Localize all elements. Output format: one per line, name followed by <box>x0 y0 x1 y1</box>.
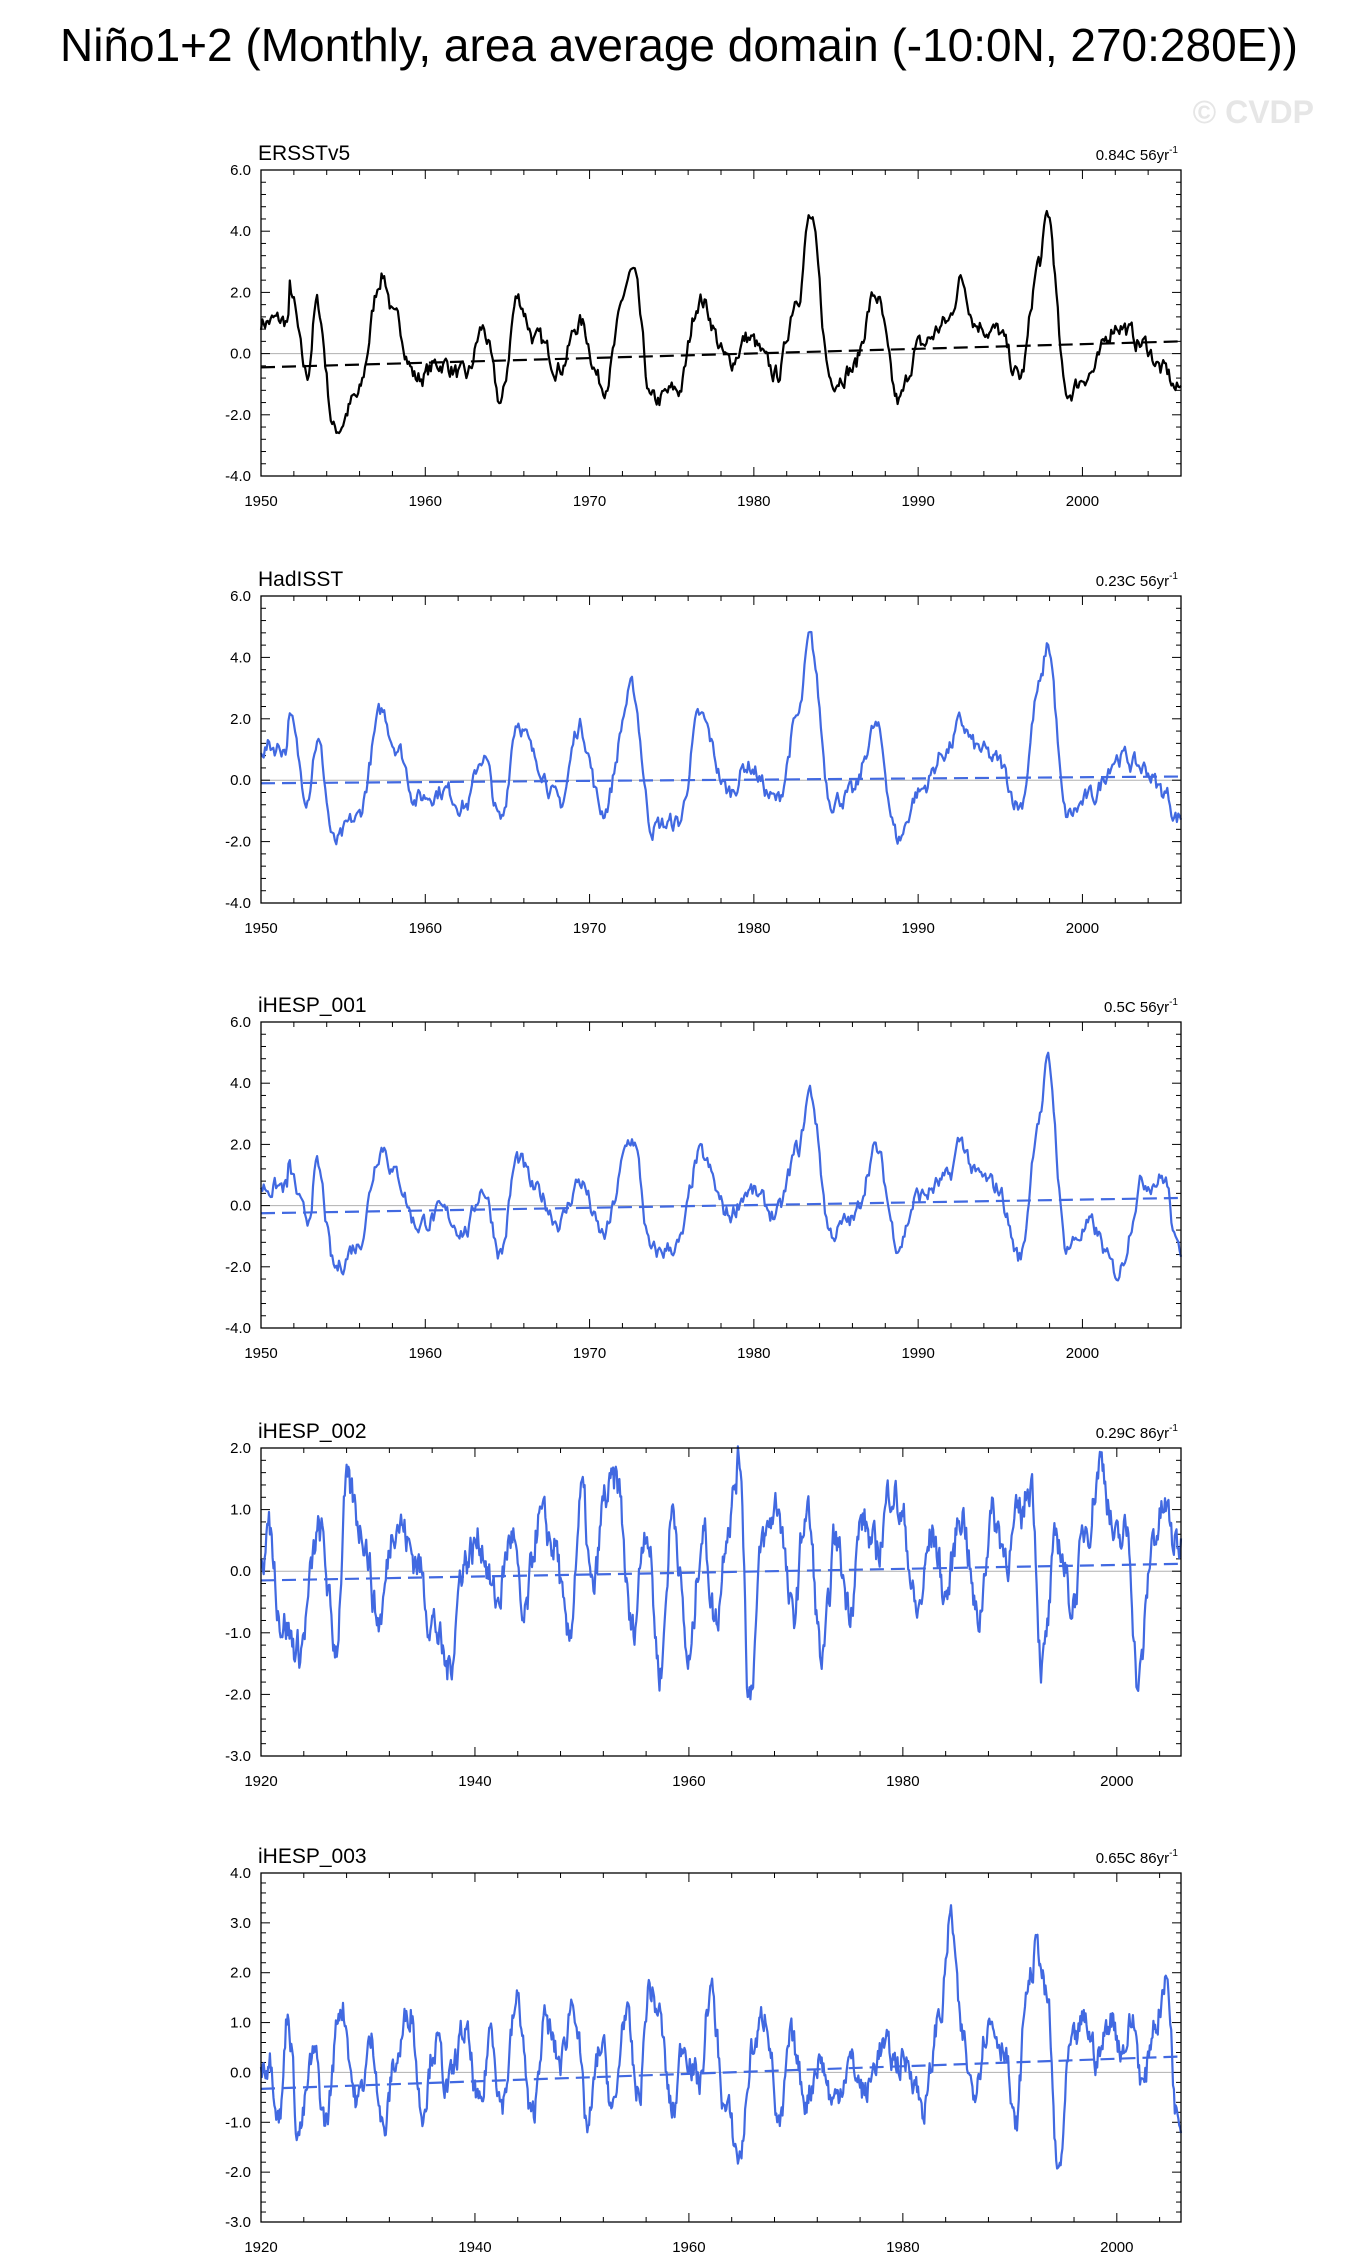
y-tick-label: 6.0 <box>230 588 251 605</box>
panel-title: iHESP_002 <box>258 1420 367 1443</box>
y-tick-label: -4.0 <box>225 468 251 485</box>
y-tick-label: 4.0 <box>230 1865 251 1882</box>
y-tick-label: 0.0 <box>230 346 251 363</box>
x-tick-label: 1990 <box>901 1345 934 1362</box>
x-tick-label: 1920 <box>244 2239 277 2252</box>
panel-ersstv5: ERSSTv5 0.84C 56yr-1 6.0 4.0 2.0 0.0 -2.0 -4.0 1… <box>225 142 1182 510</box>
y-tick-label: 6.0 <box>230 162 251 179</box>
panel-title: iHESP_003 <box>258 1845 367 1868</box>
y-tick-label: -2.0 <box>225 407 251 424</box>
trend-label-superscript: -1 <box>1169 997 1178 1008</box>
x-tick-label: 1960 <box>672 2239 705 2252</box>
panel-hadisst: HadISST 0.23C 56yr-1 6.0 4.0 2.0 0.0 -2.0 -4.0 1… <box>225 568 1183 937</box>
x-tick-label: 2000 <box>1066 1345 1099 1362</box>
y-tick-label: 4.0 <box>230 223 251 240</box>
x-tick-label: 1950 <box>244 1345 277 1362</box>
y-tick-label: 1.0 <box>230 1502 251 1519</box>
plot-frame <box>260 595 1182 904</box>
x-tick-label: 1970 <box>573 920 606 937</box>
panel-title: HadISST <box>258 568 343 591</box>
trend-line <box>260 2055 1182 2090</box>
x-tick-label: 2000 <box>1100 1773 1133 1790</box>
x-tick-label: 1980 <box>737 920 770 937</box>
y-tick-label: 2.0 <box>230 1136 251 1153</box>
y-tick-label: -1.0 <box>225 1625 251 1642</box>
y-tick-label: 2.0 <box>230 284 251 301</box>
trend-label: 0.23C 56yr-1 <box>1096 571 1179 590</box>
trend-label-superscript: -1 <box>1169 145 1178 156</box>
x-tick-label: 1940 <box>458 2239 491 2252</box>
y-tick-label: -2.0 <box>225 834 251 851</box>
panel-title: iHESP_001 <box>258 994 367 1017</box>
trend-label: 0.5C 56yr-1 <box>1104 997 1178 1016</box>
x-tick-label: 1980 <box>737 1345 770 1362</box>
y-tick-label: -2.0 <box>225 1259 251 1276</box>
trend-line <box>260 775 1182 785</box>
series-line <box>259 1904 1183 2170</box>
panel-ihesp-002: iHESP_002 0.29C 86yr-1 2.0 1.0 0.0 -1.0 -2.0 -3… <box>225 1420 1183 1790</box>
y-tick-label: 0.0 <box>230 772 251 789</box>
y-tick-label: -4.0 <box>225 895 251 912</box>
y-tick-label: 0.0 <box>230 1198 251 1215</box>
page-title: Niño1+2 (Monthly, area average domain (-… <box>59 19 1298 71</box>
series-line <box>259 1051 1183 1282</box>
x-tick-label: 1990 <box>901 920 934 937</box>
x-tick-label: 1960 <box>409 1345 442 1362</box>
panel-ihesp-003: iHESP_003 0.65C 86yr-1 4.0 3.0 2.0 1.0 0.0 -1.0… <box>225 1845 1183 2252</box>
trend-line <box>260 1196 1182 1215</box>
y-tick-label: 4.0 <box>230 649 251 666</box>
x-tick-label: 2000 <box>1066 493 1099 510</box>
plot-frame <box>260 169 1182 477</box>
y-tick-label: -1.0 <box>225 2114 251 2131</box>
series-line <box>259 209 1182 435</box>
y-tick-label: 0.0 <box>230 2064 251 2081</box>
x-tick-label: 1960 <box>672 1773 705 1790</box>
y-tick-label: 2.0 <box>230 711 251 728</box>
trend-label-superscript: -1 <box>1169 1848 1178 1859</box>
trend-label: 0.84C 56yr-1 <box>1096 145 1179 164</box>
y-tick-label: -3.0 <box>225 2214 251 2231</box>
y-tick-label: 2.0 <box>230 1440 251 1457</box>
series-line <box>260 630 1183 846</box>
plot-frame <box>260 1872 1182 2223</box>
plot-frame <box>260 1021 1182 1329</box>
x-tick-label: 1990 <box>901 493 934 510</box>
x-tick-label: 1940 <box>458 1773 491 1790</box>
x-tick-label: 2000 <box>1066 920 1099 937</box>
x-tick-label: 1950 <box>244 493 277 510</box>
x-tick-label: 1970 <box>573 493 606 510</box>
cvdp-watermark: © CVDP <box>1192 94 1314 130</box>
y-tick-label: -2.0 <box>225 2164 251 2181</box>
y-tick-label: 4.0 <box>230 1075 251 1092</box>
x-tick-label: 1980 <box>886 2239 919 2252</box>
trend-label: 0.29C 86yr-1 <box>1096 1423 1179 1442</box>
y-tick-label: -4.0 <box>225 1320 251 1337</box>
x-tick-label: 1970 <box>573 1345 606 1362</box>
x-tick-label: 1980 <box>886 1773 919 1790</box>
y-tick-label: 2.0 <box>230 1965 251 1982</box>
y-tick-label: 0.0 <box>230 1563 251 1580</box>
plot-frame <box>260 1447 1182 1757</box>
y-tick-label: -2.0 <box>225 1686 251 1703</box>
trend-label-superscript: -1 <box>1169 571 1178 582</box>
y-tick-label: 1.0 <box>230 2015 251 2032</box>
trend-line <box>260 1562 1182 1582</box>
y-tick-label: 6.0 <box>230 1014 251 1031</box>
panel-title: ERSSTv5 <box>258 142 350 165</box>
y-tick-label: 3.0 <box>230 1915 251 1932</box>
trend-label-superscript: -1 <box>1169 1423 1178 1434</box>
x-tick-label: 1960 <box>409 920 442 937</box>
trend-line <box>260 340 1182 369</box>
trend-label: 0.65C 86yr-1 <box>1096 1848 1179 1867</box>
x-tick-label: 1960 <box>409 493 442 510</box>
panel-ihesp-001: iHESP_001 0.5C 56yr-1 6.0 4.0 2.0 0.0 -2.0 -4.0… <box>225 994 1183 1362</box>
series-line <box>259 1445 1183 1701</box>
y-tick-label: -3.0 <box>225 1748 251 1765</box>
x-tick-label: 1920 <box>244 1773 277 1790</box>
x-tick-label: 1950 <box>244 920 277 937</box>
x-tick-label: 1980 <box>737 493 770 510</box>
x-tick-label: 2000 <box>1100 2239 1133 2252</box>
